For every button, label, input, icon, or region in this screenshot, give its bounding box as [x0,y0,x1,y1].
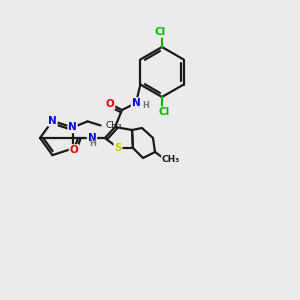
Text: CH₃: CH₃ [106,121,122,130]
Text: O: O [70,145,78,155]
Text: CH₃: CH₃ [162,154,180,164]
Text: N: N [132,98,140,108]
Text: O: O [106,99,114,109]
Text: H: H [142,101,149,110]
Text: S: S [114,143,122,153]
Text: Cl: Cl [158,107,169,117]
Text: H: H [90,140,96,148]
Text: N: N [68,122,77,132]
Text: N: N [48,116,57,126]
Text: N: N [88,133,96,143]
Text: Cl: Cl [154,27,166,37]
